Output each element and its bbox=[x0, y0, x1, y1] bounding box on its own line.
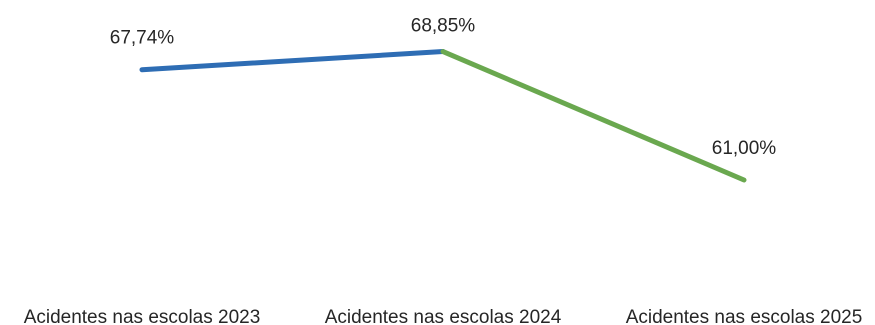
line-segments bbox=[139, 49, 747, 183]
data-label-1: 67,74% bbox=[110, 28, 175, 49]
data-label-2: 68,85% bbox=[411, 16, 476, 37]
data-label-3: 61,00% bbox=[712, 138, 777, 159]
x-axis-tick-labels: Acidentes nas escolas 2023 Acidentes nas … bbox=[24, 307, 863, 325]
line-segment-2 bbox=[440, 49, 747, 183]
line-segment-1 bbox=[139, 49, 446, 73]
data-labels: 67,74% 68,85% 61,00% bbox=[110, 16, 777, 159]
x-tick-label-1: Acidentes nas escolas 2023 bbox=[24, 307, 261, 325]
x-tick-label-2: Acidentes nas escolas 2024 bbox=[325, 307, 562, 325]
x-tick-label-3: Acidentes nas escolas 2025 bbox=[626, 307, 863, 325]
